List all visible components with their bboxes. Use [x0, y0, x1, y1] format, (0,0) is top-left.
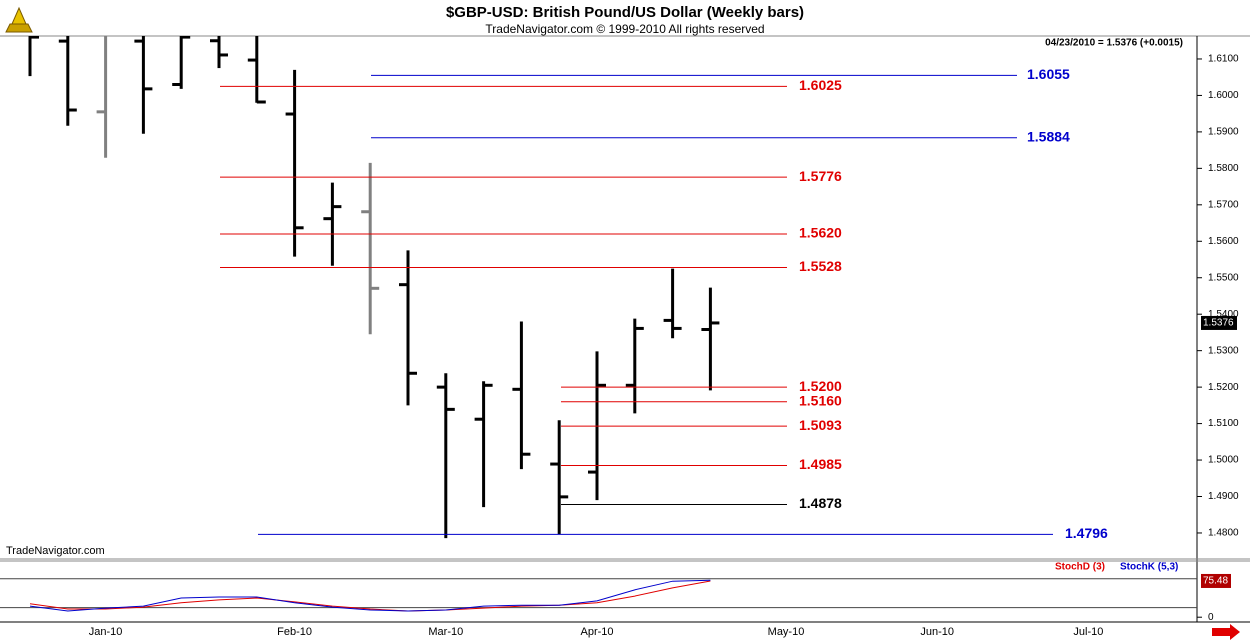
x-tick-label: Jul-10 — [1073, 626, 1103, 638]
level-label: 1.6055 — [1027, 66, 1070, 82]
last-price-tag — [1201, 315, 1237, 330]
y-tick-label: 1.5900 — [1208, 127, 1239, 138]
x-tick-label: Feb-10 — [277, 626, 312, 638]
indicator-tag — [1201, 573, 1231, 588]
y-tick-label: 1.5200 — [1208, 382, 1239, 393]
plot — [28, 36, 720, 539]
scroll-arrow[interactable] — [1212, 624, 1240, 640]
indicator-line — [29, 580, 711, 612]
level-label: 1.5620 — [799, 225, 842, 241]
y-tick-label: 1.5800 — [1208, 163, 1239, 174]
level-label: 1.4878 — [799, 495, 842, 511]
y-tick-label: 1.5000 — [1208, 455, 1239, 466]
y-tick-label: 1.5600 — [1208, 236, 1239, 247]
level-label: 1.4985 — [799, 456, 842, 472]
x-tick-label: Jun-10 — [920, 626, 954, 638]
watermark: TradeNavigator.com — [6, 545, 105, 557]
chart-subtitle: TradeNavigator.com © 1999-2010 All right… — [485, 22, 764, 36]
x-tick-label: Mar-10 — [428, 626, 463, 638]
y-tick-label: 1.4900 — [1208, 491, 1239, 502]
y-tick-label: 1.6000 — [1208, 90, 1239, 101]
level-label: 1.5093 — [799, 417, 842, 433]
chart-title: $GBP-USD: British Pound/US Dollar (Weekl… — [446, 4, 804, 21]
y-tick-label: 1.5300 — [1208, 345, 1239, 356]
y-tick-label: 1.5400 — [1208, 309, 1239, 320]
y-tick-label: 1.4800 — [1208, 528, 1239, 539]
y-tick-label: 0 — [1208, 612, 1214, 623]
x-tick-label: Jan-10 — [89, 626, 123, 638]
quote: 04/23/2010 = 1.5376 (+0.0015) — [1045, 38, 1183, 49]
legend-entry: StochD (3) — [1055, 562, 1105, 573]
indicator-tag-label: 75.48 — [1203, 576, 1228, 587]
level-label: 1.5884 — [1027, 128, 1070, 144]
y-tick-label: 1.5500 — [1208, 272, 1239, 283]
level-label: 1.4796 — [1065, 525, 1108, 541]
level-label: 1.5776 — [799, 168, 842, 184]
legend-entry: StochK (5,3) — [1120, 562, 1178, 573]
level-label: 1.5200 — [799, 378, 842, 394]
level-label: 1.6025 — [799, 77, 842, 93]
last-price-label: 1.5376 — [1203, 318, 1234, 329]
indicator-line — [29, 579, 711, 612]
y-tick-label: 1.6100 — [1208, 54, 1239, 65]
y-tick-label: 1.5100 — [1208, 418, 1239, 429]
logo — [5, 6, 33, 33]
x-tick-label: Apr-10 — [580, 626, 613, 638]
x-tick-label: May-10 — [768, 626, 805, 638]
y-tick-label: 1.5700 — [1208, 199, 1239, 210]
level-label: 1.5160 — [799, 392, 842, 408]
level-label: 1.5528 — [799, 258, 842, 274]
